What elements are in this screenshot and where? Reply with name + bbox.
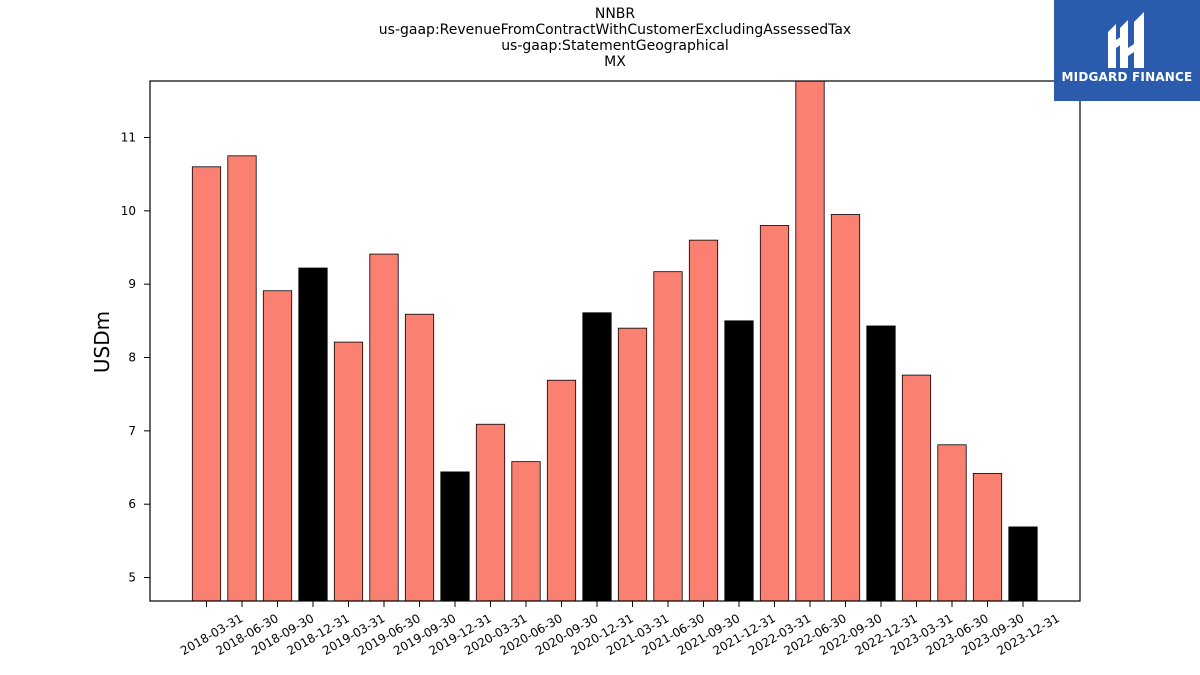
title-line-ticker: NNBR — [594, 6, 636, 22]
bar-2018-03-31 — [191, 166, 222, 602]
y-tick-label: 10 — [121, 204, 136, 218]
title-line-member: MX — [604, 54, 626, 70]
y-tick-label: 11 — [121, 130, 136, 144]
chart-title: NNBR us-gaap:RevenueFromContractWithCust… — [150, 6, 1080, 70]
bar-2022-12-31 — [866, 325, 896, 602]
midgard-logo-icon — [1108, 12, 1144, 68]
bar-2018-12-31 — [298, 267, 328, 602]
bar-2019-12-31 — [440, 471, 470, 602]
bar-2023-09-30 — [972, 472, 1003, 602]
y-tick-label: 9 — [128, 277, 136, 291]
bar-2021-09-30 — [688, 239, 719, 602]
bar-2023-12-31 — [1008, 526, 1038, 602]
plot-frame — [149, 80, 1081, 602]
bar-2018-09-30 — [262, 290, 293, 602]
bar-2019-09-30 — [404, 313, 435, 602]
brand-logo: MIDGARD FINANCE — [1054, 0, 1200, 101]
bar-2019-03-31 — [333, 341, 364, 602]
y-axis: 5 6 7 8 9 10 11 — [121, 130, 150, 585]
y-tick-label: 7 — [128, 424, 136, 438]
bar-2019-06-30 — [369, 253, 399, 602]
brand-name: MIDGARD FINANCE — [1061, 70, 1193, 84]
y-tick-label: 5 — [128, 571, 136, 585]
y-axis-label: USDm — [90, 311, 114, 373]
bar-2023-06-30 — [937, 444, 967, 602]
bar-2020-06-30 — [511, 461, 541, 602]
bars-group — [191, 80, 1038, 602]
title-line-axis: us-gaap:StatementGeographical — [501, 38, 729, 54]
bar-2021-03-31 — [617, 327, 648, 602]
bar-2022-03-31 — [759, 225, 790, 602]
bar-2020-12-31 — [582, 312, 612, 602]
bar-2020-03-31 — [475, 423, 506, 602]
bar-2021-12-31 — [724, 320, 754, 602]
y-tick-label: 6 — [128, 497, 136, 511]
bar-2018-06-30 — [227, 155, 257, 602]
bar-2022-06-30 — [795, 80, 825, 602]
y-tick-label: 8 — [128, 351, 136, 365]
bar-2021-06-30 — [653, 271, 683, 602]
bar-2023-03-31 — [901, 374, 932, 602]
bar-2020-09-30 — [546, 379, 577, 602]
bar-2022-09-30 — [830, 214, 861, 602]
x-axis: 2018-03-312018-06-302018-09-302018-12-31… — [178, 601, 1062, 658]
title-line-concept: us-gaap:RevenueFromContractWithCustomerE… — [378, 22, 852, 38]
